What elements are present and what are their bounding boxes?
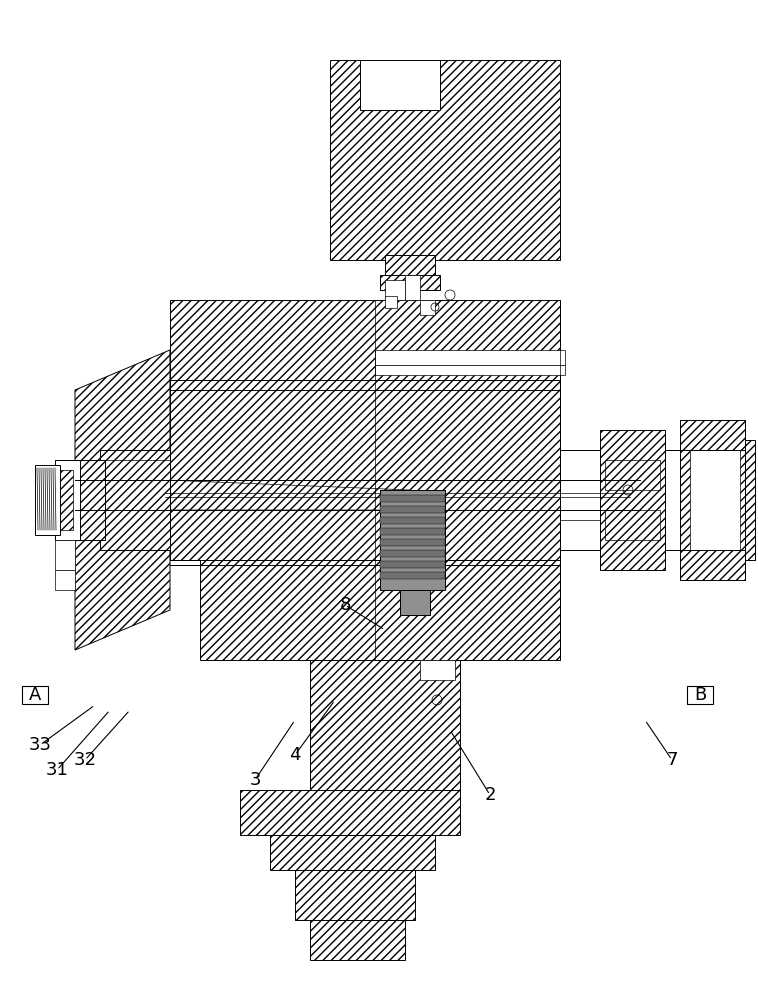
- Bar: [687, 686, 713, 704]
- Text: 8: 8: [340, 596, 351, 614]
- Bar: [380, 539, 445, 546]
- Text: A: A: [29, 686, 41, 704]
- Bar: [380, 495, 445, 502]
- Bar: [600, 430, 665, 570]
- Text: 4: 4: [290, 746, 301, 764]
- Bar: [240, 790, 460, 835]
- Bar: [745, 440, 755, 560]
- Text: 31: 31: [45, 761, 68, 779]
- Text: 33: 33: [29, 736, 52, 754]
- Bar: [400, 590, 430, 615]
- Bar: [200, 560, 560, 660]
- Bar: [375, 365, 565, 375]
- Bar: [75, 460, 105, 540]
- Bar: [100, 450, 170, 550]
- Bar: [380, 275, 440, 290]
- Bar: [420, 300, 435, 315]
- Bar: [605, 460, 660, 490]
- Text: 7: 7: [666, 751, 678, 769]
- Bar: [690, 440, 740, 560]
- Text: 3: 3: [249, 771, 261, 789]
- Bar: [330, 60, 560, 260]
- Bar: [605, 510, 660, 540]
- Bar: [420, 660, 455, 680]
- Bar: [360, 60, 440, 110]
- Bar: [385, 255, 435, 280]
- Bar: [22, 686, 48, 704]
- Bar: [310, 920, 405, 960]
- Bar: [270, 835, 435, 870]
- Polygon shape: [165, 480, 410, 510]
- Bar: [380, 561, 445, 568]
- Bar: [380, 517, 445, 524]
- Bar: [680, 420, 745, 450]
- Text: 32: 32: [74, 751, 96, 769]
- Bar: [295, 870, 415, 920]
- Bar: [58, 470, 73, 530]
- Bar: [380, 572, 445, 579]
- Bar: [405, 275, 420, 300]
- Bar: [380, 506, 445, 513]
- Bar: [385, 296, 397, 308]
- Bar: [385, 280, 405, 300]
- Bar: [380, 528, 445, 535]
- Bar: [55, 570, 75, 590]
- Bar: [55, 540, 75, 570]
- Polygon shape: [75, 350, 170, 650]
- Bar: [380, 550, 445, 557]
- Bar: [380, 490, 445, 590]
- Bar: [560, 450, 600, 550]
- Text: 2: 2: [484, 786, 496, 804]
- Bar: [375, 350, 565, 365]
- Bar: [680, 550, 745, 580]
- Bar: [35, 465, 60, 535]
- Bar: [680, 420, 745, 580]
- Bar: [665, 450, 680, 550]
- Bar: [55, 460, 80, 540]
- Bar: [310, 660, 460, 790]
- Text: B: B: [694, 686, 706, 704]
- Bar: [170, 300, 560, 560]
